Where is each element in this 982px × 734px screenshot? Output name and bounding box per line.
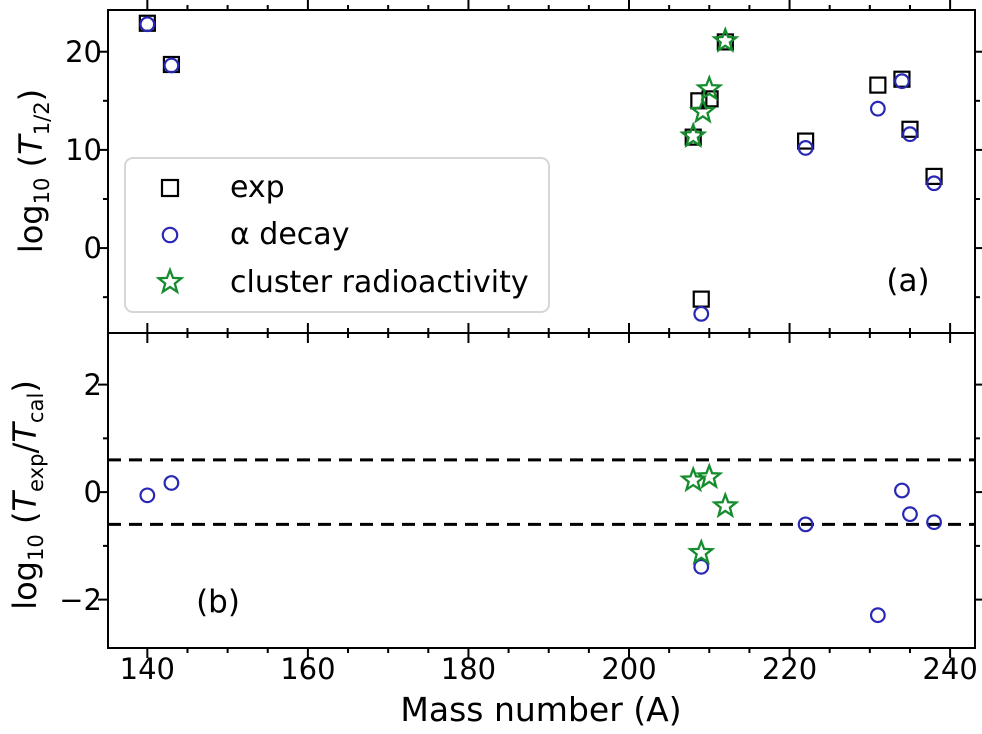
x-tick-label: 220 — [761, 652, 818, 686]
y-tick-label: −2 — [59, 582, 102, 617]
x-tick-label: 240 — [922, 652, 978, 686]
legend-item-alpha-decay: α decay — [126, 211, 548, 258]
panel-b-label: (b) — [196, 584, 240, 620]
x-tick-label: 140 — [119, 652, 175, 686]
x-tick-label: 180 — [440, 652, 497, 686]
star-marker-icon — [155, 267, 185, 295]
square-marker-icon — [160, 178, 180, 197]
x-axis-label: Mass number (A) — [400, 690, 682, 729]
axes-frames — [107, 9, 976, 649]
series-circle-panel-b — [139, 475, 942, 624]
series-star-panel-b — [679, 462, 740, 565]
series-circle-panel-a — [139, 16, 942, 322]
y-tick-label: 0 — [83, 475, 102, 510]
panel-a-label: (a) — [886, 263, 930, 299]
legend-item-exp: exp — [126, 164, 548, 211]
y-tick-label: 2 — [83, 367, 102, 402]
y-tick-label: 0 — [83, 231, 102, 266]
y-tick-label: 10 — [65, 132, 102, 167]
legend: exp α decay cluster radioactivity — [124, 157, 550, 313]
circle-marker-icon — [161, 226, 179, 244]
legend-item-cluster-radioactivity: cluster radioactivity — [126, 259, 548, 306]
legend-label-exp: exp — [230, 170, 285, 206]
x-tick-label: 160 — [280, 652, 336, 686]
series-star-panel-a — [679, 26, 740, 149]
panel-a-y-axis-label: log10 (T1/2) — [11, 88, 55, 254]
axis-ticks — [98, 0, 982, 658]
x-tick-label: 200 — [601, 652, 657, 686]
legend-label-cluster-radioactivity: cluster radioactivity — [230, 264, 529, 300]
legend-label-alpha-decay: α decay — [230, 217, 350, 253]
y-tick-label: 20 — [65, 34, 102, 69]
